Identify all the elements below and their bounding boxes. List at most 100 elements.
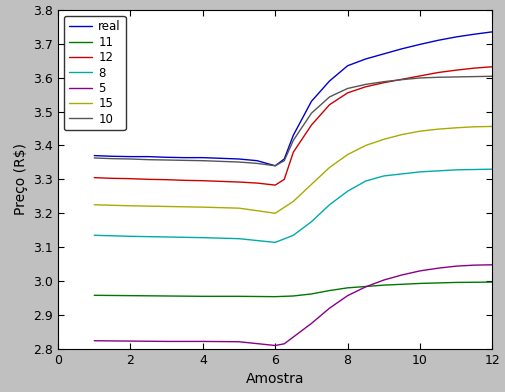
10 [399,77,405,82]
8 [363,179,369,183]
11 [309,292,315,296]
10 [218,159,224,164]
10 [91,156,97,160]
15 [164,204,170,209]
11 [344,285,350,290]
10 [281,158,287,163]
10 [471,74,477,79]
10 [109,156,115,161]
12 [381,80,387,85]
15 [200,205,206,209]
15 [363,143,369,148]
12 [272,183,278,187]
12 [218,179,224,184]
10 [363,82,369,87]
12 [109,176,115,181]
Line: 12: 12 [94,67,492,185]
12 [453,68,459,73]
5 [417,269,423,273]
8 [272,240,278,245]
5 [435,266,441,270]
5 [281,341,287,346]
15 [399,132,405,137]
5 [326,306,332,310]
11 [164,294,170,298]
real [471,32,477,36]
5 [489,262,495,267]
15 [489,124,495,129]
5 [453,264,459,269]
10 [435,75,441,80]
5 [309,321,315,326]
real [326,79,332,83]
8 [309,220,315,224]
Line: 8: 8 [94,169,492,242]
10 [145,157,152,162]
real [164,155,170,160]
8 [127,234,133,239]
11 [127,293,133,298]
5 [164,339,170,344]
12 [326,102,332,107]
real [182,155,188,160]
12 [164,177,170,182]
real [200,155,206,160]
11 [200,294,206,299]
10 [326,94,332,99]
11 [326,288,332,293]
real [290,133,296,138]
Line: 11: 11 [94,282,492,297]
15 [381,137,387,142]
X-axis label: Amostra: Amostra [246,372,305,386]
15 [290,199,296,204]
12 [145,177,152,181]
10 [127,157,133,162]
12 [489,64,495,69]
Y-axis label: Preço (R$): Preço (R$) [14,143,28,215]
8 [290,233,296,238]
11 [272,294,278,299]
12 [290,150,296,154]
15 [435,127,441,131]
real [363,56,369,61]
8 [200,235,206,240]
real [453,34,459,39]
real [272,163,278,168]
8 [236,236,242,241]
real [344,64,350,68]
10 [417,76,423,80]
real [417,42,423,47]
12 [309,123,315,127]
11 [290,294,296,298]
11 [91,293,97,298]
10 [453,74,459,79]
10 [200,158,206,163]
11 [489,280,495,285]
Line: 5: 5 [94,265,492,345]
Line: 15: 15 [94,127,492,213]
real [145,154,152,159]
15 [453,125,459,130]
5 [344,293,350,298]
11 [417,281,423,286]
Line: real: real [94,32,492,166]
12 [91,175,97,180]
15 [417,129,423,134]
real [281,157,287,162]
real [91,153,97,158]
15 [127,203,133,208]
8 [344,189,350,194]
11 [236,294,242,299]
10 [272,163,278,168]
real [309,99,315,104]
5 [290,335,296,339]
15 [344,152,350,157]
8 [381,174,387,178]
10 [236,160,242,164]
real [127,154,133,159]
Line: 10: 10 [94,76,492,166]
10 [164,158,170,162]
15 [272,211,278,216]
5 [471,263,477,267]
12 [182,178,188,183]
